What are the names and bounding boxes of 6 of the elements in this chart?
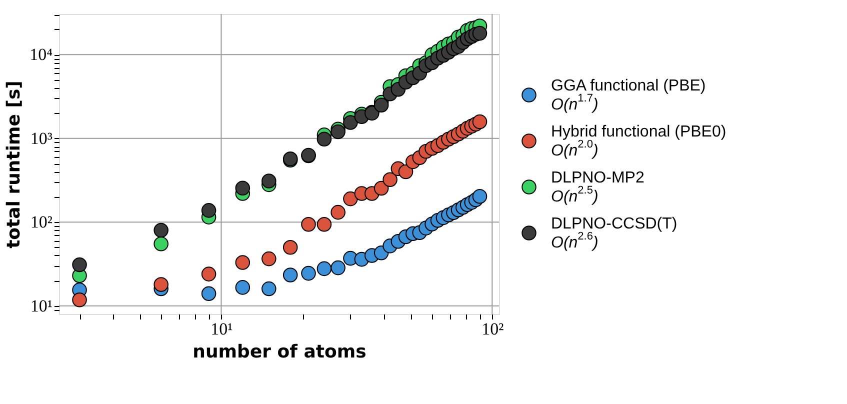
y-axis-title: total runtime [s] (4, 80, 25, 248)
y-tick-label: 10³ (30, 128, 52, 148)
y-tick-label: 10¹ (30, 296, 52, 316)
x-axis-title: number of atoms (192, 342, 366, 362)
y-tick-label: 10⁴ (30, 45, 53, 64)
y-tick-label: 10² (30, 212, 52, 232)
